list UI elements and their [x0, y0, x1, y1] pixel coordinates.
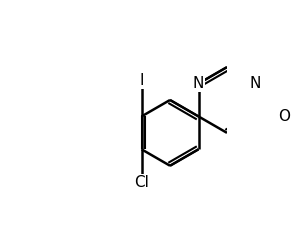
Text: O: O	[278, 109, 290, 124]
Text: N: N	[193, 76, 204, 91]
Text: I: I	[139, 73, 144, 88]
Text: Cl: Cl	[134, 175, 149, 190]
Text: N: N	[250, 76, 261, 91]
